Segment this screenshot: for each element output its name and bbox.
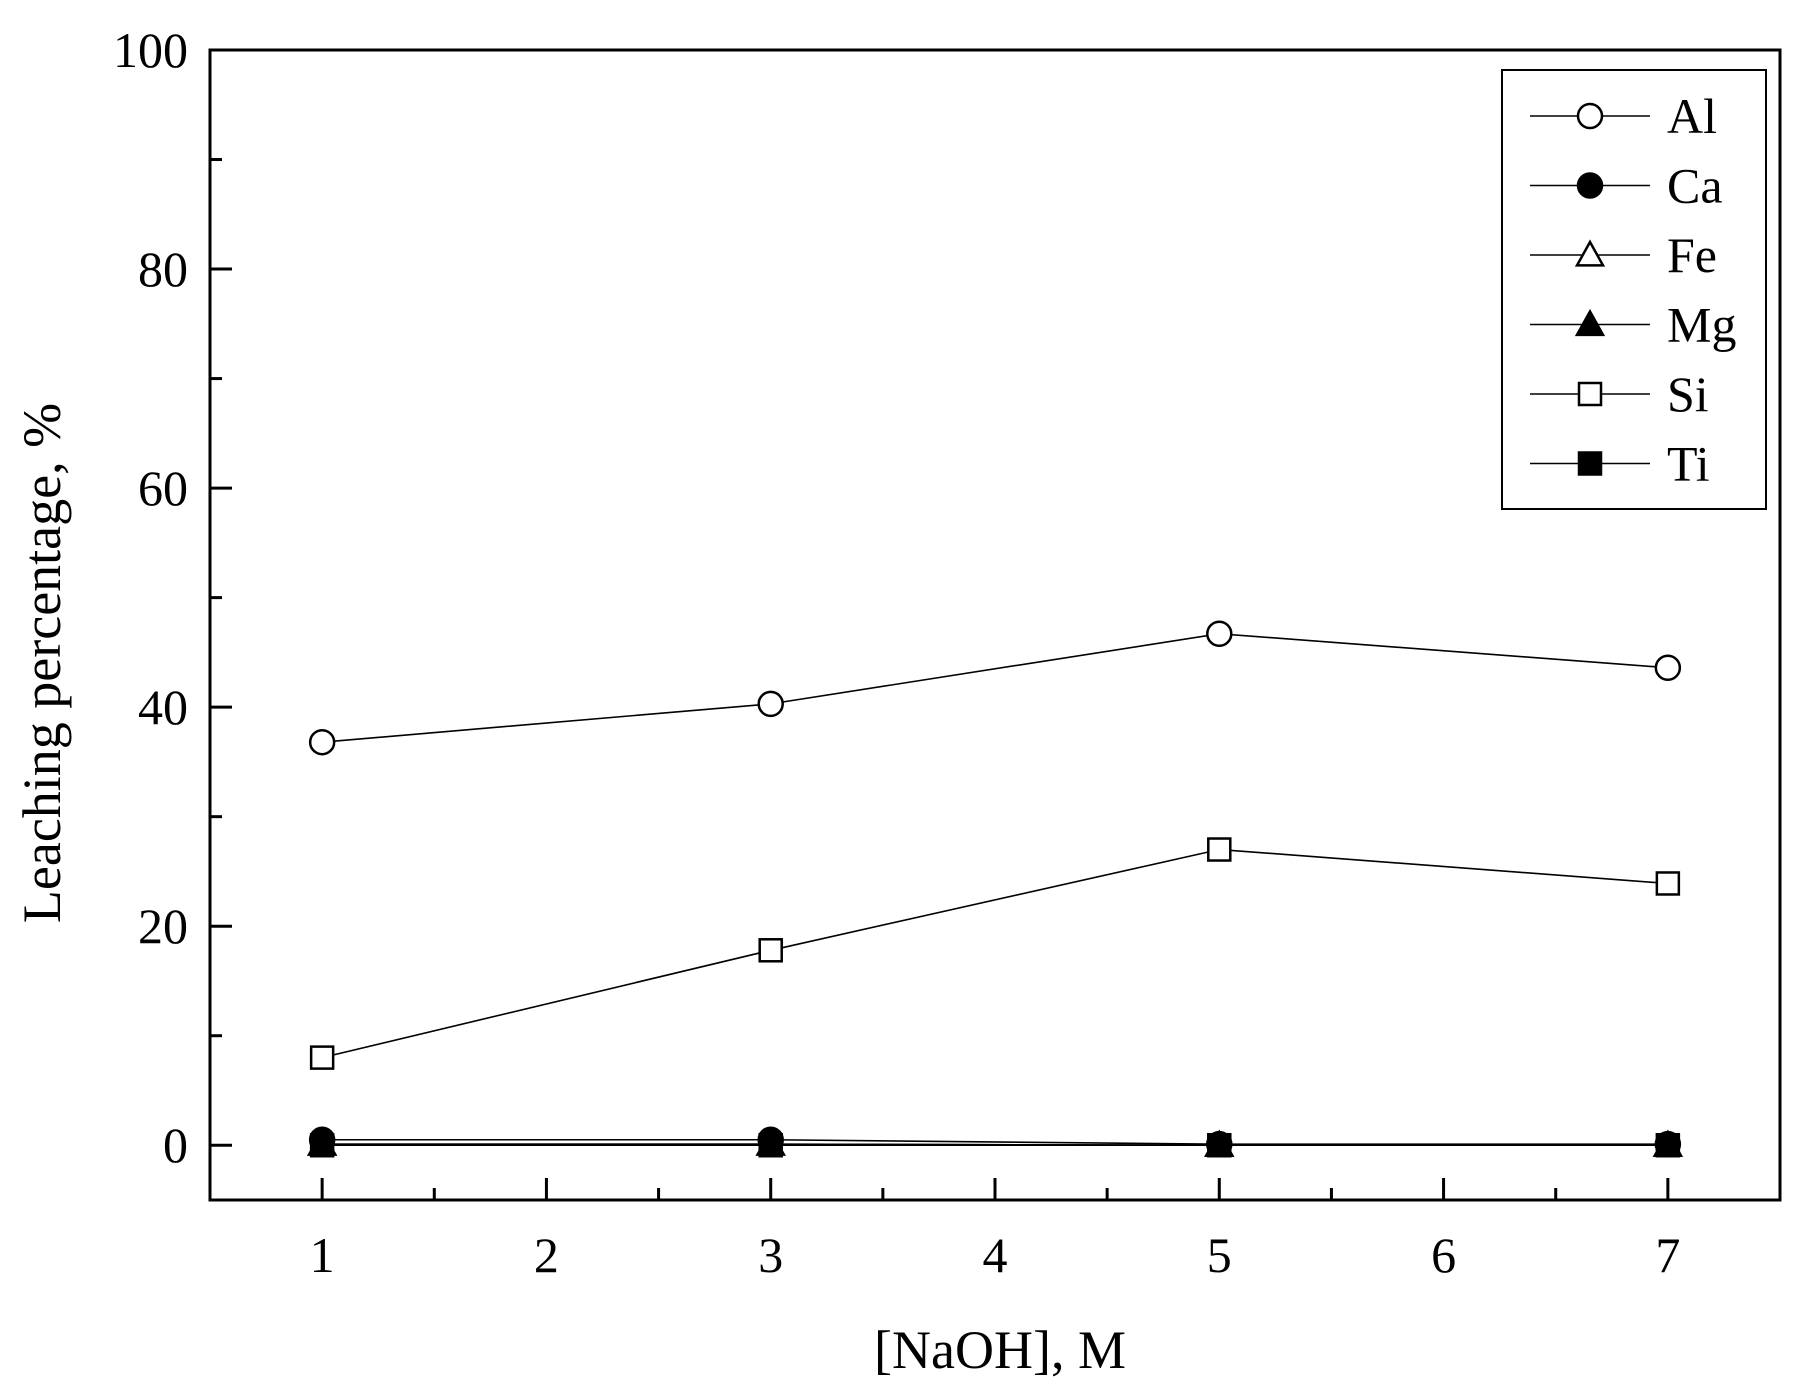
x-tick-label: 4	[983, 1227, 1008, 1283]
data-point-si	[1207, 837, 1232, 862]
y-tick-label: 40	[138, 679, 188, 735]
y-tick-label: 20	[138, 898, 188, 954]
plot-area	[307, 620, 1683, 1158]
data-point-si	[758, 938, 783, 963]
data-point-al	[757, 690, 784, 718]
legend-label-ca: Ca	[1667, 158, 1723, 214]
axes: 1 2 3 4 5 6 7 0 20 40 60 80 100	[113, 22, 1782, 1283]
x-tick-label: 7	[1655, 1227, 1680, 1283]
data-point-al	[1206, 620, 1233, 648]
x-axis-title: [NaOH], M	[874, 1320, 1126, 1380]
legend-marker-ca	[1576, 172, 1604, 199]
data-point-si	[1655, 871, 1681, 896]
x-tick-label: 6	[1431, 1227, 1456, 1283]
x-tick-label: 2	[534, 1227, 559, 1283]
series-line-ca	[322, 1138, 1668, 1145]
x-tick-label: 5	[1207, 1227, 1232, 1283]
y-axis-title: Leaching percentage, %	[12, 403, 72, 923]
data-point-ti	[1655, 1132, 1681, 1158]
data-point-ti	[309, 1132, 335, 1158]
legend-marker-mg	[1574, 308, 1606, 337]
data-point-al	[308, 728, 336, 756]
legend-label-fe: Fe	[1667, 227, 1717, 283]
legend-marker-al	[1576, 102, 1604, 130]
series-line-si	[321, 848, 1668, 1059]
legend: Al Ca Fe Mg Si Ti	[1501, 69, 1767, 510]
data-point-ti	[758, 1132, 783, 1158]
legend-label-si: Si	[1667, 366, 1709, 422]
legend-marker-fe	[1574, 239, 1606, 267]
y-tick-label: 100	[113, 22, 188, 78]
legend-marker-si	[1577, 381, 1603, 407]
data-point-si	[309, 1045, 335, 1070]
series-line-al	[322, 632, 1668, 743]
data-point-ti	[1207, 1132, 1232, 1158]
x-tick-label: 3	[758, 1227, 783, 1283]
legend-label-al: Al	[1667, 88, 1717, 144]
data-point-al	[1654, 654, 1682, 681]
legend-label-ti: Ti	[1667, 436, 1710, 492]
x-tick-label: 1	[310, 1227, 335, 1283]
legend-box	[1501, 69, 1767, 510]
y-tick-label: 60	[138, 460, 188, 516]
y-tick-label: 80	[138, 241, 188, 297]
y-tick-label: 0	[163, 1117, 188, 1173]
legend-marker-ti	[1577, 451, 1603, 476]
legend-label-mg: Mg	[1667, 297, 1736, 353]
